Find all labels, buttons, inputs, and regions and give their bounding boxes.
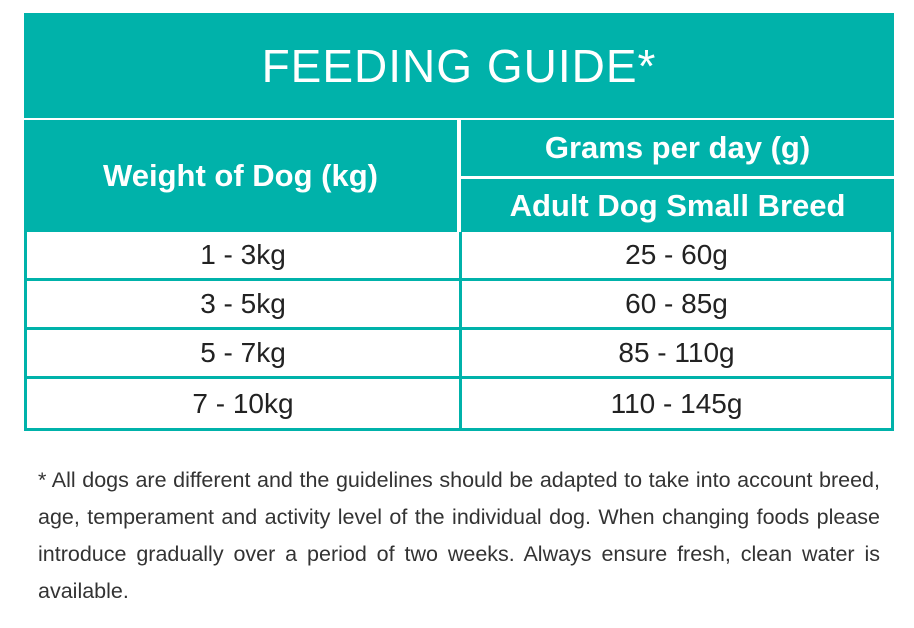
table-row: 3 - 5kg 60 - 85g: [27, 281, 891, 330]
table-row: 5 - 7kg 85 - 110g: [27, 330, 891, 379]
grams-cell: 25 - 60g: [625, 239, 728, 270]
feeding-guide-title: FEEDING GUIDE*: [24, 13, 894, 118]
grams-cell: 60 - 85g: [625, 288, 728, 319]
grams-cell: 85 - 110g: [618, 337, 735, 368]
weight-cell: 3 - 5kg: [27, 281, 462, 327]
weight-cell: 5 - 7kg: [27, 330, 462, 376]
header-breed: Adult Dog Small Breed: [461, 179, 894, 232]
weight-cell: 1 - 3kg: [27, 232, 462, 278]
feeding-table: 1 - 3kg 25 - 60g 3 - 5kg 60 - 85g 5 - 7k…: [24, 232, 894, 431]
weight-cell: 7 - 10kg: [27, 379, 462, 428]
table-row: 1 - 3kg 25 - 60g: [27, 232, 891, 281]
table-row: 7 - 10kg 110 - 145g: [27, 379, 891, 428]
footnote: * All dogs are different and the guideli…: [38, 468, 880, 603]
header-grams: Grams per day (g): [461, 120, 894, 176]
header-weight: Weight of Dog (kg): [24, 120, 457, 232]
grams-cell: 110 - 145g: [610, 387, 743, 419]
